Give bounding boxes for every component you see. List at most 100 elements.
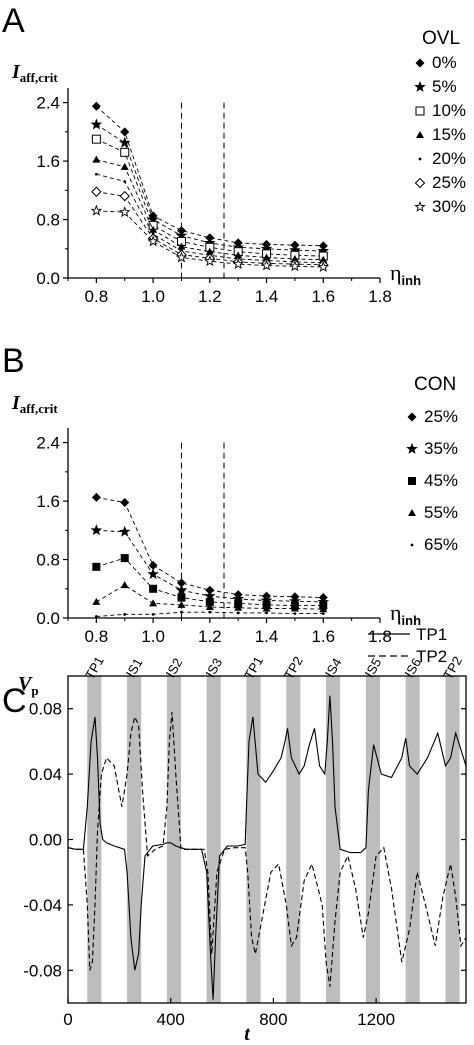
data-point [120, 581, 129, 589]
data-point [260, 259, 273, 271]
y-axis-label-main: I [11, 61, 21, 83]
y-tick-label: 0.0 [36, 269, 60, 288]
x-axis-label-sub: inh [402, 273, 422, 288]
data-point [205, 597, 214, 606]
y-tick-label: -0.04 [23, 896, 62, 915]
data-point [149, 584, 158, 593]
data-point [147, 235, 159, 247]
data-point [92, 597, 101, 605]
data-point [176, 578, 186, 588]
series-line [96, 496, 324, 598]
data-point [205, 603, 214, 611]
panel-letter: C [2, 682, 27, 720]
data-point [119, 190, 130, 202]
series-line [96, 210, 324, 268]
data-point [289, 260, 301, 272]
panel-letter: A [2, 2, 25, 40]
series-line [96, 159, 324, 261]
legend-marker [415, 58, 425, 68]
data-point [91, 134, 101, 144]
legend-label: 15% [432, 125, 466, 144]
y-axis-label-sub: aff,crit [20, 70, 59, 85]
data-point [180, 610, 183, 614]
data-point [90, 204, 103, 216]
x-axis-label-main: η [390, 260, 402, 285]
y-axis-label-main: I [11, 392, 21, 414]
x-tick-label: 1.0 [141, 287, 165, 306]
data-point [208, 610, 212, 614]
data-point [234, 599, 243, 608]
data-point [317, 260, 330, 272]
x-tick-label: 1.4 [255, 627, 279, 646]
data-point [177, 242, 186, 250]
data-point [91, 492, 101, 502]
legend-marker [415, 106, 425, 116]
legend-marker [410, 543, 414, 547]
data-point [120, 498, 130, 508]
stimulus-band [286, 676, 301, 1003]
y-axis-label-sub: aff,crit [20, 401, 59, 416]
x-tick-label: 0.8 [85, 287, 109, 306]
data-point [234, 603, 243, 611]
data-point [118, 525, 131, 537]
stimulus-band [365, 676, 380, 1003]
x-tick-label: 400 [157, 1010, 185, 1029]
data-point [234, 251, 243, 259]
y-axis-label: Iaff,crit [11, 61, 58, 85]
data-point [120, 147, 130, 157]
x-tick-label: 800 [259, 1010, 287, 1029]
stimulus-band [445, 676, 460, 1003]
x-tick-label: 1.6 [311, 627, 335, 646]
legend-label: 0% [432, 53, 457, 72]
x-axis-label: t [244, 1023, 251, 1045]
data-point [290, 255, 299, 262]
data-point [90, 524, 103, 536]
legend-marker [408, 477, 416, 485]
x-tick-label: 1.2 [198, 287, 222, 306]
data-point [149, 599, 158, 607]
segment-label: TP1 [241, 654, 266, 682]
y-tick-label: 2.4 [36, 434, 60, 453]
x-tick-label: 1.6 [311, 287, 335, 306]
legend-label: TP1 [416, 625, 447, 644]
legend-label: 65% [424, 535, 458, 554]
data-point [120, 554, 129, 563]
x-axis-label-main: η [390, 600, 402, 625]
x-tick-label: 1.4 [255, 287, 279, 306]
data-point [90, 118, 103, 130]
data-point [118, 136, 131, 148]
x-tick-label: 0 [63, 1010, 72, 1029]
legend-marker [407, 412, 417, 422]
y-axis-label: Vp [18, 673, 39, 698]
legend-label: 10% [432, 101, 466, 120]
x-axis-label-sub: inh [402, 613, 422, 628]
data-point [236, 611, 240, 615]
data-point [94, 615, 98, 618]
stimulus-band [127, 676, 142, 1003]
data-point [204, 255, 216, 267]
y-tick-label: 1.6 [36, 152, 60, 171]
y-axis-label-main: V [18, 673, 33, 695]
legend-label: 55% [424, 503, 458, 522]
x-axis-label: ηinh [390, 260, 421, 288]
data-point [232, 258, 244, 270]
legend-title: CON [414, 374, 456, 395]
series-line [67, 695, 467, 1000]
panel-letter: B [2, 342, 25, 380]
data-point [120, 127, 130, 137]
data-point [123, 180, 127, 183]
y-tick-label: 0.04 [29, 765, 62, 784]
x-tick-label: 1200 [357, 1010, 395, 1029]
data-point [151, 612, 155, 616]
stimulus-band [326, 676, 341, 1003]
data-point [262, 604, 271, 612]
data-point [94, 172, 98, 176]
x-tick-label: 1.8 [368, 627, 392, 646]
series-line [96, 584, 324, 610]
data-point [177, 600, 186, 608]
y-tick-label: 0.00 [29, 831, 62, 850]
data-point [118, 206, 131, 218]
legend-label: 45% [424, 471, 458, 490]
